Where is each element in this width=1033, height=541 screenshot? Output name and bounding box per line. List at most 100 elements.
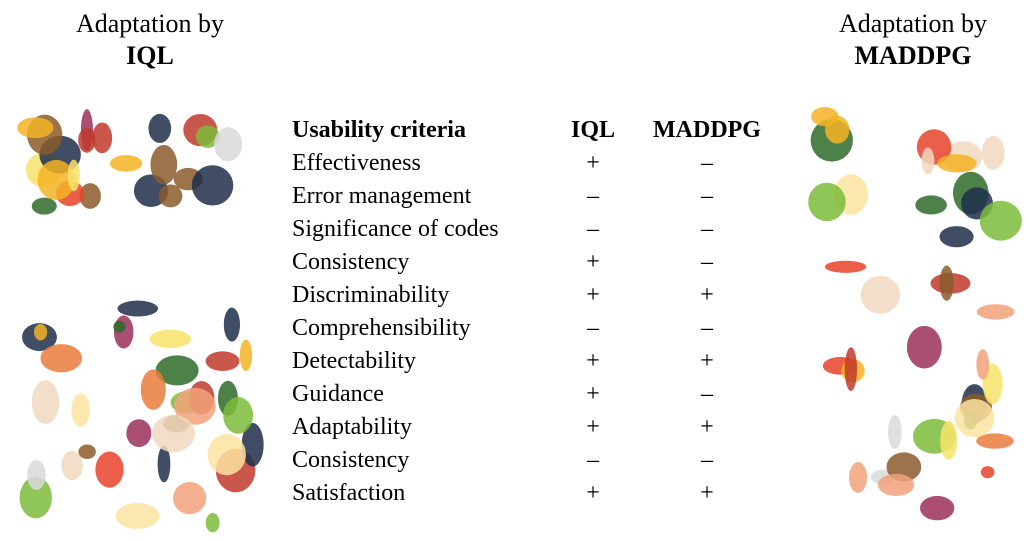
food-item	[117, 300, 159, 317]
food-item	[95, 451, 124, 488]
rating-cell: –	[701, 315, 713, 341]
criterion-cell: Consistency	[292, 447, 410, 473]
food-item	[937, 154, 977, 173]
caption-method: MADDPG	[854, 41, 972, 70]
criterion-cell: Discriminability	[292, 282, 450, 308]
rating-cell: –	[701, 447, 713, 473]
rating-cell: +	[586, 282, 600, 308]
food-item	[915, 195, 947, 215]
food-item	[155, 355, 199, 386]
usability-table: Usability criteria IQL MADDPG Effectivenes…	[286, 114, 782, 510]
food-item	[887, 415, 902, 450]
food-item	[976, 349, 990, 380]
food-item	[824, 260, 867, 273]
food-item	[844, 347, 858, 391]
table-row: Satisfaction + +	[286, 477, 782, 510]
food-item	[980, 466, 995, 479]
table-row: Consistency – –	[286, 444, 782, 477]
table-row: Significance of codes – –	[286, 213, 782, 246]
rating-cell: –	[701, 249, 713, 275]
food-item	[940, 420, 958, 460]
food-item	[981, 135, 1005, 170]
food-item	[205, 351, 240, 371]
food-item	[808, 182, 846, 222]
right-caption: Adaptation by MADDPG	[783, 8, 1033, 72]
food-item	[877, 473, 915, 496]
rating-cell: –	[701, 150, 713, 176]
food-item	[825, 115, 850, 144]
criterion-cell: Satisfaction	[292, 480, 406, 506]
food-item	[67, 159, 80, 192]
rating-cell: +	[586, 249, 600, 275]
food-item	[976, 433, 1014, 449]
food-item	[239, 339, 253, 372]
header-row: Usability criteria IQL MADDPG	[286, 114, 782, 147]
table-row: Comprehensibility – –	[286, 312, 782, 345]
food-item	[849, 462, 868, 493]
table-row: Detectability + +	[286, 345, 782, 378]
caption-line: Adaptation by	[75, 9, 225, 38]
header-cell: MADDPG	[653, 117, 761, 143]
food-item	[78, 444, 96, 460]
food-item	[79, 183, 101, 209]
food-item	[40, 344, 83, 373]
rating-cell: +	[700, 480, 714, 506]
food-item	[191, 165, 234, 206]
food-item	[158, 184, 183, 208]
food-item	[207, 433, 246, 476]
criterion-cell: Adaptability	[292, 414, 412, 440]
food-item	[148, 113, 172, 143]
food-item	[976, 304, 1015, 320]
table-row: Consistency + –	[286, 246, 782, 279]
food-item	[979, 200, 1022, 241]
food-item	[921, 147, 935, 175]
left-caption: Adaptation by IQL	[20, 8, 280, 72]
food-item	[109, 155, 143, 172]
rating-cell: +	[700, 348, 714, 374]
food-item	[61, 450, 83, 481]
food-item	[174, 387, 216, 425]
header-cell: IQL	[570, 117, 615, 143]
food-item	[71, 393, 90, 427]
food-item	[78, 127, 96, 153]
food-item	[115, 502, 160, 529]
table-row: Effectiveness + –	[286, 147, 782, 180]
rating-cell: +	[586, 381, 600, 407]
food-item	[939, 265, 954, 301]
food-item	[214, 127, 243, 162]
rating-cell: +	[586, 150, 600, 176]
rating-cell: –	[587, 216, 599, 242]
rating-cell: +	[586, 414, 600, 440]
rating-cell: –	[701, 381, 713, 407]
criterion-cell: Guidance	[292, 381, 384, 407]
criterion-cell: Effectiveness	[292, 150, 421, 176]
rating-cell: +	[586, 348, 600, 374]
rating-cell: +	[700, 282, 714, 308]
food-item	[34, 323, 48, 341]
food-item	[31, 197, 57, 215]
rating-cell: +	[700, 414, 714, 440]
food-item	[19, 476, 52, 519]
food-item	[27, 459, 46, 491]
table-body: Effectiveness + – Error management – – Signifi…	[286, 147, 782, 510]
food-item	[152, 414, 195, 453]
rating-cell: –	[587, 447, 599, 473]
food-item	[241, 422, 264, 467]
food-item	[126, 419, 152, 448]
criterion-cell: Significance of codes	[292, 216, 499, 242]
food-item	[195, 125, 220, 149]
criterion-cell: Detectability	[292, 348, 416, 374]
food-item	[150, 144, 178, 185]
rating-cell: +	[586, 480, 600, 506]
food-item	[31, 380, 60, 425]
food-item	[223, 307, 240, 342]
criterion-cell: Error management	[292, 183, 472, 209]
food-item	[113, 320, 126, 333]
food-item	[223, 397, 254, 434]
food-item	[860, 275, 901, 314]
food-item	[205, 513, 220, 533]
caption-method: IQL	[126, 41, 174, 70]
food-item	[140, 369, 166, 410]
